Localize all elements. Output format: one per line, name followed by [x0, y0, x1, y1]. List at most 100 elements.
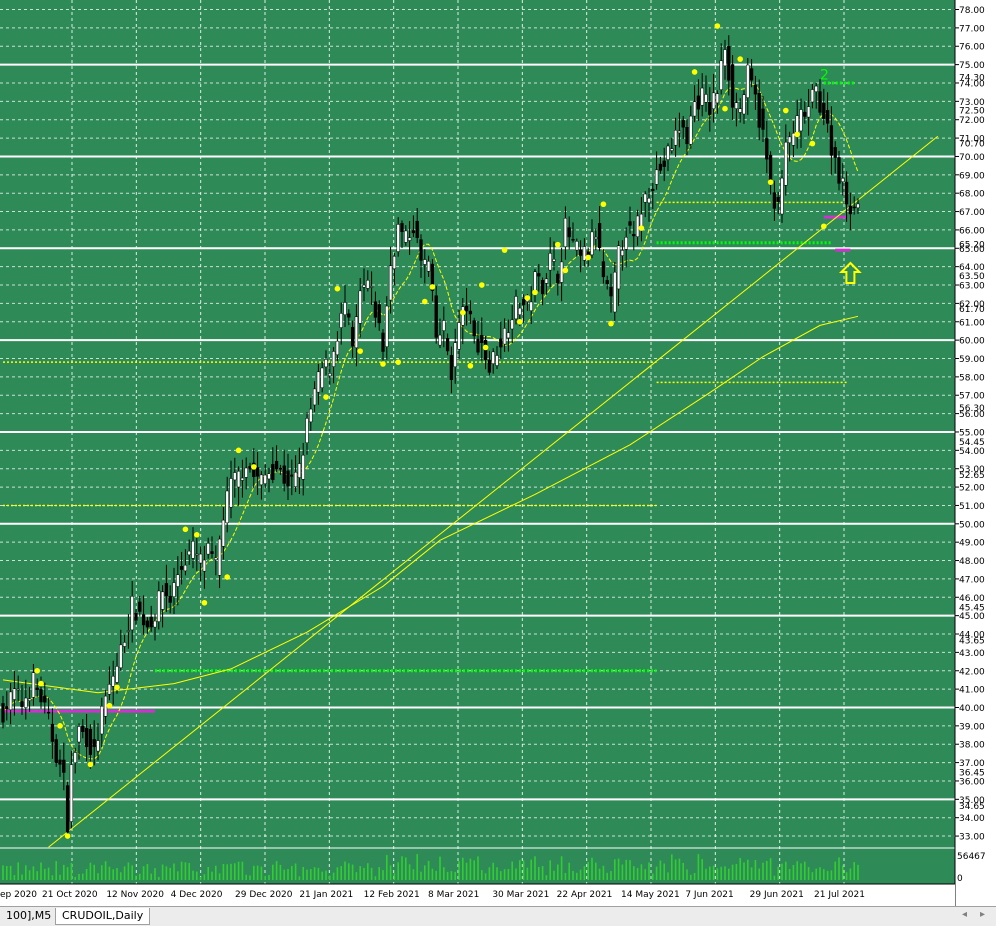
volume-bar	[659, 860, 662, 880]
volume-bar	[420, 871, 422, 880]
price-tick-label: 37.00	[959, 759, 985, 769]
volume-bar	[576, 872, 578, 880]
volume-bar	[526, 867, 529, 880]
price-extra-label: 63.50	[959, 272, 985, 282]
volume-bar	[545, 875, 548, 880]
candle-body	[780, 177, 784, 215]
candle-body	[590, 231, 594, 256]
candle-body	[677, 130, 682, 134]
volume-bar	[633, 866, 635, 880]
fractal-dot	[460, 309, 466, 316]
candle-body	[791, 133, 796, 146]
level-lines	[3, 81, 855, 713]
volume-bar	[625, 859, 627, 880]
candle-body	[552, 259, 556, 262]
candle-body	[806, 106, 811, 118]
candle-body	[130, 596, 134, 631]
volume-bar	[313, 867, 316, 880]
volume-bar	[800, 863, 802, 880]
fractal-dot	[722, 105, 728, 112]
price-tick-label: 53.00	[959, 465, 985, 475]
candle-body	[620, 250, 625, 256]
volume-bar	[640, 864, 643, 880]
volume-bar	[686, 869, 688, 880]
volume-axis: 56467 0	[957, 852, 986, 884]
tab-m5-chart[interactable]: 100],M5	[0, 908, 59, 924]
volume-bar	[712, 865, 715, 880]
candle-body	[297, 463, 302, 478]
price-tick-label: 61.00	[959, 318, 985, 328]
candle-body	[670, 148, 674, 151]
fractal-dot	[251, 464, 257, 470]
volume-bar	[89, 862, 92, 880]
chart-frame-background	[0, 0, 996, 906]
price-tick-label: 34.00	[959, 814, 985, 824]
volume-bar	[279, 864, 282, 880]
volume-bar	[788, 869, 791, 880]
volume-bar	[317, 867, 320, 880]
time-tick-label: 14 May 2021	[621, 890, 680, 900]
candle-body	[529, 301, 533, 311]
candle-body	[856, 203, 860, 209]
volume-bar	[845, 872, 848, 880]
candle-body	[122, 642, 127, 647]
candle-body	[506, 332, 511, 339]
price-tick-label: 49.00	[959, 539, 985, 549]
price-tick-label: 54.00	[959, 447, 985, 457]
volume-bar	[192, 870, 194, 880]
volume-bar	[47, 867, 50, 880]
volume-bar	[709, 866, 711, 880]
candle-body	[658, 163, 663, 171]
candle-body	[841, 178, 845, 182]
volume-bar	[25, 865, 27, 880]
volume-bar	[51, 875, 54, 880]
volume-bar	[781, 863, 783, 880]
fractal-dot	[479, 282, 485, 288]
volume-bar	[568, 862, 570, 880]
fractal-dot	[467, 363, 474, 369]
candle-body	[233, 472, 237, 481]
candle-body	[651, 188, 655, 191]
volume-bar	[819, 867, 821, 880]
price-extra-label: 70.70	[959, 140, 985, 150]
candle-body	[537, 273, 541, 277]
volume-bar	[264, 875, 266, 880]
tab-crudoil-daily[interactable]: CRUDOIL,Daily	[55, 908, 151, 925]
tab-scroll-right-icon[interactable]: ▸	[980, 909, 986, 920]
candle-body	[46, 711, 51, 714]
price-tick-label: 78.00	[959, 6, 985, 16]
volume-bar	[146, 864, 149, 880]
volume-bar	[139, 873, 141, 880]
candle-body	[647, 197, 651, 204]
buy-arrow-icon	[838, 261, 862, 284]
candle-body	[369, 286, 374, 288]
volume-bar	[82, 873, 84, 880]
candle-body	[594, 236, 598, 240]
volume-bar	[572, 871, 574, 880]
volume-bar	[454, 871, 456, 880]
candle-body	[476, 338, 480, 353]
volume-bar	[13, 875, 16, 880]
tab-scroll-left-icon[interactable]: ◂	[962, 909, 968, 920]
volume-bar	[405, 857, 407, 880]
candle-body	[423, 259, 427, 265]
candle-body	[491, 351, 495, 364]
candle-body	[236, 470, 241, 488]
candle-body	[818, 91, 822, 113]
candle-body	[73, 752, 77, 763]
candle-body	[35, 687, 39, 690]
time-axis-background	[0, 884, 955, 906]
candle-body	[719, 60, 723, 90]
candle-body	[757, 92, 761, 128]
volume-bar	[142, 866, 145, 880]
price-tick-label: 41.00	[959, 686, 985, 696]
price-extra-label: 65.20	[959, 241, 985, 251]
fractal-dot	[532, 289, 538, 296]
volume-bar	[443, 867, 445, 880]
candle-body	[711, 92, 716, 109]
candle-body	[723, 49, 727, 67]
volume-bar	[515, 868, 517, 880]
candle-body	[8, 691, 13, 711]
price-tick-label: 76.00	[959, 43, 985, 53]
